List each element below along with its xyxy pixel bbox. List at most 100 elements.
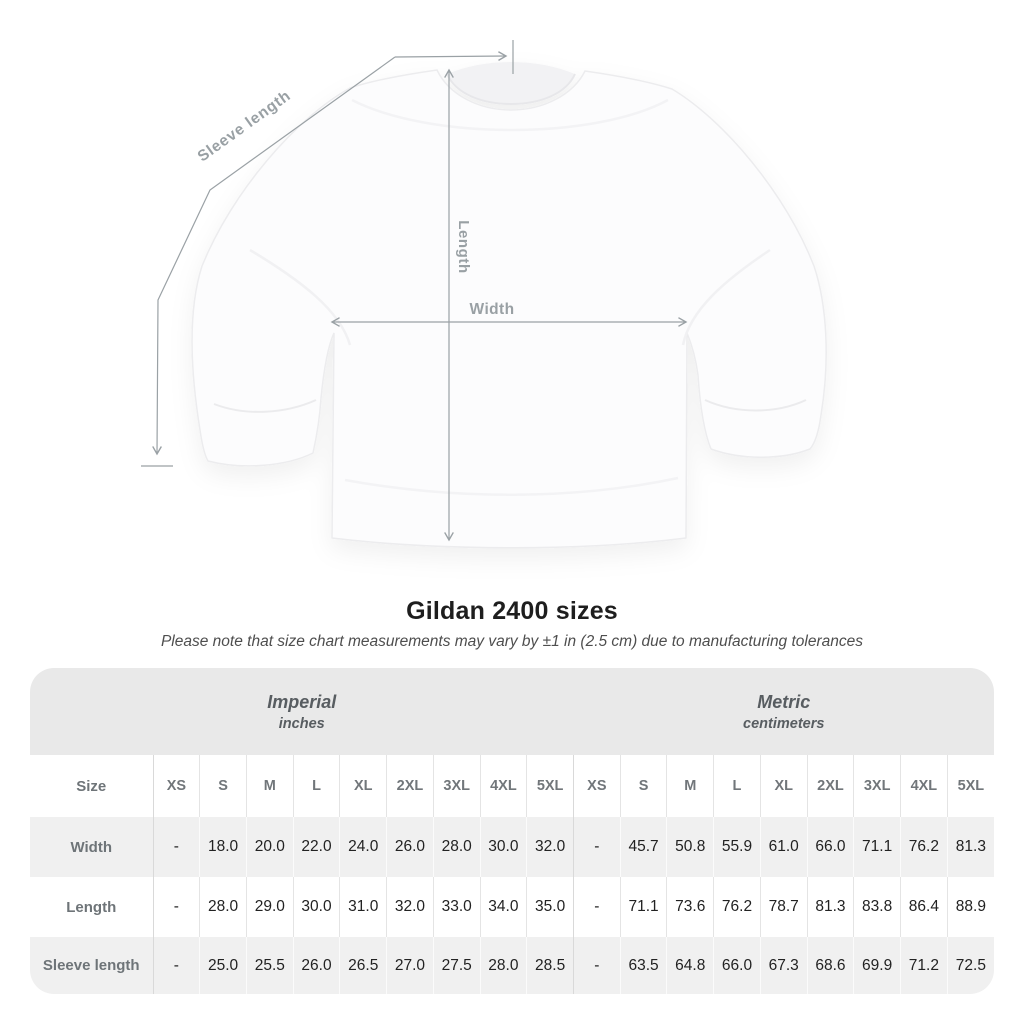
value-cell-metric: 76.2 <box>713 877 761 937</box>
value-cell-imperial: 32.0 <box>386 877 434 937</box>
right-cuff-seam <box>704 399 807 412</box>
value-cell-imperial: - <box>152 817 200 877</box>
value-cell-metric: 72.5 <box>946 937 994 994</box>
measurement-lines <box>141 40 688 542</box>
table-row-width: Width -18.0 20.0 22.0 24.0 26.0 28.0 30.0 32.0-4… <box>30 817 994 877</box>
size-header-metric-5xl: 5XL <box>946 755 994 817</box>
size-header-imperial-s: S <box>199 755 247 817</box>
value-cell-imperial: 26.0 <box>386 817 434 877</box>
long-sleeve-shirt-illustration <box>191 62 827 549</box>
value-cell-metric: 86.4 <box>900 877 948 937</box>
value-cell-metric: 71.1 <box>853 817 901 877</box>
size-header-imperial-3xl: 3XL <box>432 755 481 817</box>
value-cell-imperial: 35.0 <box>526 877 574 937</box>
value-cell-imperial: 30.0 <box>292 877 340 937</box>
value-cell-metric: 63.5 <box>619 937 667 994</box>
page-title: Gildan 2400 sizes <box>406 597 618 625</box>
collar <box>447 62 575 104</box>
size-header-imperial-m: M <box>245 755 294 817</box>
value-cell-imperial: 18.0 <box>199 817 247 877</box>
value-cell-metric: 55.9 <box>713 817 761 877</box>
value-cell-metric: 71.1 <box>619 877 667 937</box>
value-cell-metric: 88.9 <box>946 877 994 937</box>
value-cell-imperial: 24.0 <box>339 817 387 877</box>
unit-header-row: Imperial inches Metric centimeters <box>30 668 994 755</box>
value-cell-imperial: 22.0 <box>292 817 340 877</box>
size-header-imperial-l: L <box>292 755 340 817</box>
value-cell-imperial: 28.0 <box>479 937 527 994</box>
value-cell-metric: 73.6 <box>666 877 714 937</box>
value-cell-metric: 83.8 <box>853 877 901 937</box>
value-cell-imperial: - <box>152 937 200 994</box>
value-cell-imperial: 28.5 <box>526 937 574 994</box>
size-header-imperial-4xl: 4XL <box>479 755 527 817</box>
size-header-metric-2xl: 2XL <box>806 755 854 817</box>
tolerance-note: Please note that size chart measurements… <box>160 633 864 650</box>
value-cell-metric: - <box>572 817 621 877</box>
sleeve-top-segment <box>394 51 508 61</box>
left-cuff-seam <box>213 399 317 413</box>
size-header-metric-xs: XS <box>572 755 621 817</box>
width-label: Width <box>470 301 515 318</box>
value-cell-imperial: 33.0 <box>432 877 481 937</box>
metric-group-header: Metric centimeters <box>573 668 994 755</box>
value-cell-metric: - <box>572 937 621 994</box>
size-header-metric-xl: XL <box>759 755 808 817</box>
value-cell-metric: 67.3 <box>759 937 808 994</box>
size-header-metric-m: M <box>666 755 714 817</box>
size-column-header: Size <box>30 755 153 817</box>
value-cell-imperial: 25.5 <box>245 937 294 994</box>
value-cell-imperial: 32.0 <box>526 817 574 877</box>
size-header-imperial-5xl: 5XL <box>526 755 574 817</box>
value-cell-metric: 69.9 <box>853 937 901 994</box>
value-cell-metric: 71.2 <box>900 937 948 994</box>
size-header-imperial-xs: XS <box>152 755 200 817</box>
size-table: Imperial inches Metric centimeters Size … <box>30 668 994 994</box>
value-cell-metric: 66.0 <box>806 817 854 877</box>
size-header-row: Size XS S M L XL 2XL 3XL 4XL 5XL XS S M L XL 2XL 3XL 4XL… <box>30 755 994 817</box>
value-cell-imperial: 26.5 <box>339 937 387 994</box>
value-cell-imperial: 27.5 <box>432 937 481 994</box>
value-cell-metric: 61.0 <box>759 817 808 877</box>
value-cell-metric: 68.6 <box>806 937 854 994</box>
row-label: Width <box>70 838 112 856</box>
row-label: Sleeve length <box>42 957 140 974</box>
value-cell-imperial: 20.0 <box>245 817 294 877</box>
metric-unit-label: centimeters <box>743 716 825 733</box>
row-label: Length <box>66 898 117 916</box>
imperial-group-header: Imperial inches <box>30 668 574 755</box>
length-label: Length <box>455 220 472 274</box>
value-cell-imperial: 30.0 <box>479 817 527 877</box>
value-cell-metric: 66.0 <box>713 937 761 994</box>
value-cell-imperial: - <box>152 877 200 937</box>
size-header-metric-s: S <box>619 755 667 817</box>
value-cell-imperial: 31.0 <box>339 877 387 937</box>
value-cell-imperial: 34.0 <box>479 877 527 937</box>
table-row-length: Length -28.0 29.0 30.0 31.0 32.0 33.0 34.0 35.0-… <box>30 877 994 937</box>
size-header-imperial-xl: XL <box>339 755 387 817</box>
value-cell-imperial: 28.0 <box>432 817 481 877</box>
value-cell-imperial: 28.0 <box>199 877 247 937</box>
value-cell-metric: 81.3 <box>946 817 994 877</box>
value-cell-imperial: 25.0 <box>199 937 247 994</box>
size-header-metric-l: L <box>713 755 761 817</box>
size-header-metric-3xl: 3XL <box>853 755 901 817</box>
imperial-unit-label: inches <box>278 716 325 733</box>
value-cell-metric: 81.3 <box>806 877 854 937</box>
shirt-measurement-diagram: Sleeve length Length Width <box>141 40 827 549</box>
value-cell-metric: 78.7 <box>759 877 808 937</box>
sleeve-length-line <box>152 56 396 456</box>
imperial-label: Imperial <box>267 691 337 712</box>
size-header-metric-4xl: 4XL <box>900 755 948 817</box>
value-cell-imperial: 26.0 <box>292 937 340 994</box>
value-cell-metric: 76.2 <box>900 817 948 877</box>
value-cell-metric: 50.8 <box>666 817 714 877</box>
value-cell-metric: - <box>572 877 621 937</box>
value-cell-metric: 45.7 <box>619 817 667 877</box>
table-row-sleeve-length: Sleeve length -25.0 25.5 26.0 26.5 27.0 27.5 28… <box>30 937 994 994</box>
size-table-grid: Imperial inches Metric centimeters Size … <box>30 668 994 994</box>
size-header-imperial-2xl: 2XL <box>386 755 434 817</box>
value-cell-imperial: 27.0 <box>386 937 434 994</box>
metric-label: Metric <box>757 691 811 712</box>
